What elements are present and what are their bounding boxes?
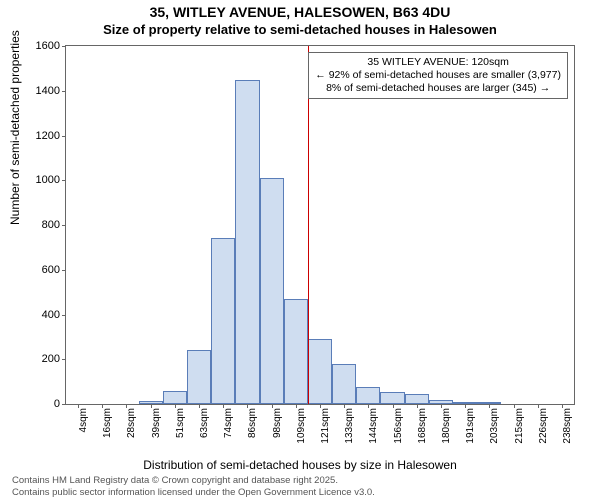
x-tick-label: 109sqm xyxy=(296,408,307,444)
y-tick-label: 200 xyxy=(42,353,60,365)
x-tick-label: 238sqm xyxy=(562,408,573,444)
histogram-bar xyxy=(211,238,235,404)
y-tick-label: 1600 xyxy=(36,40,60,52)
y-tick-label: 600 xyxy=(42,264,60,276)
attribution: Contains HM Land Registry data © Crown c… xyxy=(12,475,375,498)
attribution-line2: Contains public sector information licen… xyxy=(12,487,375,498)
x-tick-label: 86sqm xyxy=(247,408,258,438)
y-tick-mark xyxy=(62,359,66,360)
histogram-bar xyxy=(235,80,259,404)
y-tick-mark xyxy=(62,136,66,137)
y-tick-mark xyxy=(62,404,66,405)
x-tick-label: 133sqm xyxy=(344,408,355,444)
x-tick-label: 4sqm xyxy=(78,408,89,432)
plot-area: 020040060080010001200140016004sqm16sqm28… xyxy=(65,45,575,405)
y-tick-mark xyxy=(62,46,66,47)
y-tick-label: 0 xyxy=(54,398,60,410)
annotation-line3: 8% of semi-detached houses are larger (3… xyxy=(315,82,561,95)
y-tick-mark xyxy=(62,315,66,316)
x-tick-label: 16sqm xyxy=(102,408,113,438)
x-tick-label: 215sqm xyxy=(514,408,525,444)
x-tick-label: 98sqm xyxy=(272,408,283,438)
y-tick-label: 1000 xyxy=(36,174,60,186)
y-tick-mark xyxy=(62,270,66,271)
histogram-bar xyxy=(308,339,332,404)
histogram-bar xyxy=(380,392,404,404)
x-tick-label: 39sqm xyxy=(151,408,162,438)
histogram-bar xyxy=(260,178,284,404)
x-tick-label: 63sqm xyxy=(199,408,210,438)
histogram-bar xyxy=(187,350,211,404)
x-tick-label: 121sqm xyxy=(320,408,331,444)
y-tick-mark xyxy=(62,180,66,181)
x-tick-label: 180sqm xyxy=(441,408,452,444)
x-axis-label: Distribution of semi-detached houses by … xyxy=(0,458,600,472)
y-tick-label: 1400 xyxy=(36,85,60,97)
y-tick-label: 1200 xyxy=(36,130,60,142)
histogram-bar xyxy=(163,391,187,404)
annotation-line2: ← 92% of semi-detached houses are smalle… xyxy=(315,69,561,82)
y-tick-label: 800 xyxy=(42,219,60,231)
x-tick-label: 191sqm xyxy=(465,408,476,444)
x-tick-label: 156sqm xyxy=(393,408,404,444)
chart-title: 35, WITLEY AVENUE, HALESOWEN, B63 4DU xyxy=(0,4,600,20)
chart-container: 35, WITLEY AVENUE, HALESOWEN, B63 4DU Si… xyxy=(0,0,600,500)
chart-subtitle: Size of property relative to semi-detach… xyxy=(0,22,600,37)
annotation-line1: 35 WITLEY AVENUE: 120sqm xyxy=(315,56,561,69)
x-tick-label: 144sqm xyxy=(368,408,379,444)
y-tick-mark xyxy=(62,91,66,92)
y-axis-label: Number of semi-detached properties xyxy=(8,30,22,225)
x-tick-label: 51sqm xyxy=(175,408,186,438)
histogram-bar xyxy=(284,299,308,404)
y-tick-mark xyxy=(62,225,66,226)
annotation-box: 35 WITLEY AVENUE: 120sqm ← 92% of semi-d… xyxy=(308,52,568,99)
attribution-line1: Contains HM Land Registry data © Crown c… xyxy=(12,475,375,486)
histogram-bar xyxy=(356,387,380,404)
x-tick-label: 203sqm xyxy=(489,408,500,444)
histogram-bar xyxy=(405,394,429,404)
x-tick-label: 74sqm xyxy=(223,408,234,438)
x-tick-label: 226sqm xyxy=(538,408,549,444)
histogram-bar xyxy=(332,364,356,404)
reference-line xyxy=(308,46,309,404)
x-tick-label: 168sqm xyxy=(417,408,428,444)
y-tick-label: 400 xyxy=(42,309,60,321)
x-tick-label: 28sqm xyxy=(126,408,137,438)
